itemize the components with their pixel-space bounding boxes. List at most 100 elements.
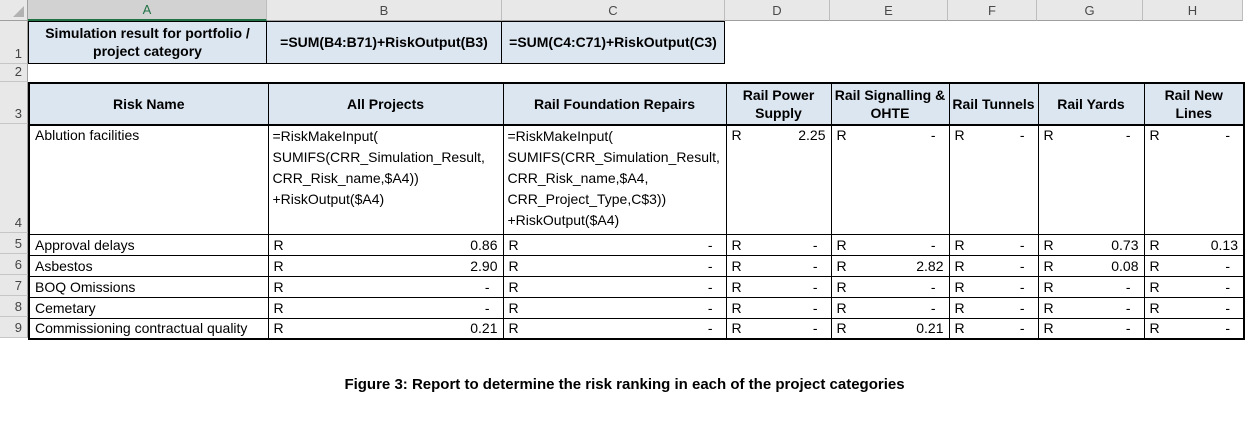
cell-d6[interactable]: R-: [725, 254, 832, 277]
column-header-f[interactable]: F: [948, 0, 1037, 21]
column-header-c[interactable]: C: [502, 0, 725, 21]
column-header-strip: A B C D E F G H: [28, 0, 1243, 21]
cell-b8[interactable]: R-: [267, 296, 504, 319]
header-all-projects[interactable]: All Projects: [267, 82, 504, 126]
cell-a1-title[interactable]: Simulation result for portfolio / projec…: [28, 21, 267, 64]
row-header-3[interactable]: 3: [0, 82, 28, 124]
currency-symbol: R: [954, 127, 965, 143]
header-rail-foundation-repairs[interactable]: Rail Foundation Repairs: [502, 82, 727, 126]
cell-b7[interactable]: R-: [267, 275, 504, 298]
column-header-b[interactable]: B: [267, 0, 502, 21]
cell-d9[interactable]: R-: [725, 317, 832, 340]
cell-h9[interactable]: R-: [1143, 317, 1245, 340]
column-header-h[interactable]: H: [1143, 0, 1243, 21]
cell-a4-risk-name[interactable]: Ablution facilities: [28, 124, 269, 235]
header-risk-name[interactable]: Risk Name: [28, 82, 269, 126]
cell-e9[interactable]: R 0.21: [830, 317, 950, 340]
row-header-8[interactable]: 8: [0, 296, 28, 317]
cell-value: -: [1225, 299, 1230, 316]
cell-value: -: [484, 278, 490, 295]
cell-g9[interactable]: R-: [1037, 317, 1145, 340]
header-rail-power-supply[interactable]: Rail Power Supply: [725, 82, 832, 126]
cell-b5[interactable]: R 0.86: [267, 233, 504, 256]
cell-f9[interactable]: R-: [948, 317, 1039, 340]
cell-f8[interactable]: R-: [948, 296, 1039, 319]
row-header-7[interactable]: 7: [0, 275, 28, 296]
cell-value: -: [707, 236, 713, 253]
currency-symbol: R: [1043, 127, 1054, 143]
currency-symbol: R: [1149, 257, 1160, 274]
currency-symbol: R: [1149, 278, 1160, 295]
column-header-a[interactable]: A: [28, 0, 267, 21]
cell-e6[interactable]: R 2.82: [830, 254, 950, 277]
cell-f7[interactable]: R-: [948, 275, 1039, 298]
header-rail-tunnels[interactable]: Rail Tunnels: [948, 82, 1039, 126]
cell-h4[interactable]: R-: [1143, 124, 1245, 235]
cell-value: -: [1019, 299, 1025, 316]
cell-c9[interactable]: R-: [502, 317, 727, 340]
cell-h5[interactable]: R 0.13: [1143, 233, 1245, 256]
cell-b6[interactable]: R 2.90: [267, 254, 504, 277]
currency-symbol: R: [1149, 299, 1160, 316]
cell-c1-formula[interactable]: =SUM(C4:C71)+RiskOutput(C3): [502, 21, 725, 64]
cell-c4-formula[interactable]: =RiskMakeInput( SUMIFS(CRR_Simulation_Re…: [502, 124, 727, 235]
table-row-commissioning: Commissioning contractual quality R 0.21 …: [28, 317, 1245, 340]
currency-symbol: R: [273, 320, 284, 337]
cell-a5-risk-name[interactable]: Approval delays: [28, 233, 269, 256]
currency-symbol: R: [273, 257, 284, 274]
cell-g6[interactable]: R 0.08: [1037, 254, 1145, 277]
row-header-6[interactable]: 6: [0, 254, 28, 275]
cell-h7[interactable]: R-: [1143, 275, 1245, 298]
cell-d4[interactable]: R 2.25: [725, 124, 832, 235]
cell-a9-risk-name[interactable]: Commissioning contractual quality: [28, 317, 269, 340]
header-rail-signalling-ohte[interactable]: Rail Signalling & OHTE: [830, 82, 950, 126]
cell-c5[interactable]: R-: [502, 233, 727, 256]
cell-c7[interactable]: R-: [502, 275, 727, 298]
currency-symbol: R: [508, 257, 519, 274]
cell-d7[interactable]: R-: [725, 275, 832, 298]
header-rail-new-lines[interactable]: Rail New Lines: [1143, 82, 1245, 126]
cell-g7[interactable]: R-: [1037, 275, 1145, 298]
cell-a6-risk-name[interactable]: Asbestos: [28, 254, 269, 277]
select-all-button[interactable]: [0, 0, 28, 21]
currency-symbol: R: [508, 299, 519, 316]
cell-g8[interactable]: R-: [1037, 296, 1145, 319]
header-rail-yards[interactable]: Rail Yards: [1037, 82, 1145, 126]
cell-f5[interactable]: R-: [948, 233, 1039, 256]
cell-value: -: [812, 320, 818, 337]
column-header-g[interactable]: G: [1037, 0, 1143, 21]
cell-b1-formula[interactable]: =SUM(B4:B71)+RiskOutput(B3): [267, 21, 502, 64]
cell-c8[interactable]: R-: [502, 296, 727, 319]
row-header-5[interactable]: 5: [0, 233, 28, 254]
cell-value: -: [707, 320, 713, 337]
cell-e5[interactable]: R-: [830, 233, 950, 256]
cell-value: -: [484, 299, 490, 316]
cell-value: -: [1019, 278, 1025, 295]
cell-a8-risk-name[interactable]: Cemetary: [28, 296, 269, 319]
cell-a7-risk-name[interactable]: BOQ Omissions: [28, 275, 269, 298]
row-header-2[interactable]: 2: [0, 64, 28, 82]
cell-d5[interactable]: R-: [725, 233, 832, 256]
cell-f6[interactable]: R-: [948, 254, 1039, 277]
cell-e8[interactable]: R-: [830, 296, 950, 319]
row-header-4[interactable]: 4: [0, 124, 28, 233]
cell-f4[interactable]: R-: [948, 124, 1039, 235]
row-header-1[interactable]: 1: [0, 21, 28, 64]
row-header-9[interactable]: 9: [0, 317, 28, 338]
column-header-e[interactable]: E: [830, 0, 948, 21]
cell-value: -: [707, 299, 713, 316]
cell-g4[interactable]: R-: [1037, 124, 1145, 235]
cell-g5[interactable]: R 0.73: [1037, 233, 1145, 256]
cell-b9[interactable]: R 0.21: [267, 317, 504, 340]
column-header-d[interactable]: D: [725, 0, 830, 21]
cell-value: -: [1225, 257, 1230, 274]
cell-value: -: [930, 299, 936, 316]
cell-h6[interactable]: R-: [1143, 254, 1245, 277]
cell-e4[interactable]: R-: [830, 124, 950, 235]
cell-b4-formula[interactable]: =RiskMakeInput( SUMIFS(CRR_Simulation_Re…: [267, 124, 504, 235]
cell-d8[interactable]: R-: [725, 296, 832, 319]
cell-value: -: [1225, 278, 1230, 295]
cell-c6[interactable]: R-: [502, 254, 727, 277]
cell-e7[interactable]: R-: [830, 275, 950, 298]
cell-h8[interactable]: R-: [1143, 296, 1245, 319]
